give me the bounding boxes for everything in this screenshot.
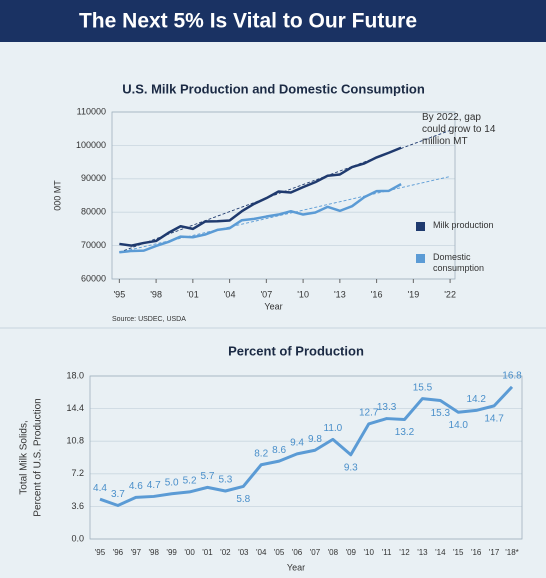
x-tick-label: '10 bbox=[363, 548, 374, 557]
x-tick-label: '96 bbox=[113, 548, 124, 557]
x-tick-label: '97 bbox=[131, 548, 142, 557]
x-tick-label: '10 bbox=[297, 289, 309, 299]
data-label: 9.3 bbox=[344, 462, 358, 473]
y-tick-label: 80000 bbox=[81, 207, 106, 217]
header-title: The Next 5% Is Vital to Our Future bbox=[79, 10, 417, 33]
x-tick-label: '98 bbox=[149, 548, 160, 557]
y-tick-label: 60000 bbox=[81, 273, 106, 283]
y-tick-label: 3.6 bbox=[71, 501, 84, 511]
x-tick-label: '95 bbox=[95, 548, 106, 557]
x-tick-label: '06 bbox=[292, 548, 303, 557]
y-axis-label: Total Milk Solids, bbox=[19, 420, 30, 494]
plot-frame bbox=[89, 375, 523, 540]
annotation: By 2022, gap could grow to 14 million MT bbox=[422, 112, 496, 147]
x-tick-label: '02 bbox=[220, 548, 231, 557]
x-tick-label: '08 bbox=[328, 548, 339, 557]
legend-swatch bbox=[416, 254, 425, 263]
data-label: 16.8 bbox=[502, 371, 522, 382]
source: Source: USDEC, USDA bbox=[112, 316, 186, 323]
x-tick-label: '04 bbox=[256, 548, 267, 557]
y-tick-label: 90000 bbox=[81, 173, 106, 183]
legend-label: Milk production bbox=[433, 220, 494, 230]
x-axis-label: Year bbox=[264, 301, 282, 311]
series-line bbox=[99, 385, 514, 507]
data-label: 15.5 bbox=[413, 382, 433, 393]
x-tick-label: '18* bbox=[505, 548, 519, 557]
x-tick-label: '04 bbox=[224, 289, 236, 299]
x-tick-label: '17 bbox=[489, 548, 500, 557]
data-label: 5.7 bbox=[201, 471, 215, 482]
y-axis-label: 000 MT bbox=[52, 180, 62, 211]
y-tick-label: 70000 bbox=[81, 240, 106, 250]
x-tick-label: '22 bbox=[444, 289, 456, 299]
y-tick-label: 14.4 bbox=[66, 403, 84, 413]
data-label: 4.6 bbox=[129, 481, 143, 492]
data-label: 3.7 bbox=[111, 489, 125, 500]
data-label: 14.7 bbox=[484, 414, 504, 425]
x-tick-label: '00 bbox=[184, 548, 195, 557]
series-line bbox=[119, 183, 402, 254]
y-tick-label: 7.2 bbox=[71, 468, 84, 478]
x-axis-label: Year bbox=[287, 562, 305, 572]
x-tick-label: '95 bbox=[113, 289, 125, 299]
data-label: 11.0 bbox=[324, 423, 343, 434]
x-tick-label: '01 bbox=[202, 548, 213, 557]
data-label: 14.2 bbox=[466, 394, 486, 405]
x-tick-label: '03 bbox=[238, 548, 249, 557]
legend-label-box: Milk production bbox=[433, 220, 494, 230]
y-tick-label: 100000 bbox=[76, 140, 106, 150]
data-label: 4.7 bbox=[147, 480, 161, 491]
legend-swatch bbox=[416, 222, 425, 231]
y-tick-label: 18.0 bbox=[66, 370, 84, 380]
header-bar bbox=[0, 0, 546, 42]
x-tick-label: '16 bbox=[371, 289, 383, 299]
x-tick-label: '11 bbox=[382, 548, 392, 557]
annotation-box: By 2022, gap could grow to 14 million MT bbox=[422, 112, 496, 147]
x-tick-label: '12 bbox=[399, 548, 410, 557]
data-label: 8.6 bbox=[272, 445, 286, 456]
plot-frame bbox=[111, 111, 456, 280]
y-tick-label: 0.0 bbox=[71, 533, 84, 543]
x-tick-label: '09 bbox=[346, 548, 357, 557]
data-label: 13.3 bbox=[377, 402, 397, 413]
x-tick-label: '01 bbox=[187, 289, 199, 299]
data-label: 12.7 bbox=[359, 408, 379, 419]
y-tick-label: 110000 bbox=[77, 106, 106, 116]
data-label: 5.3 bbox=[218, 475, 232, 486]
y-axis-label: Percent of U.S. Production bbox=[33, 398, 44, 516]
data-label: 4.4 bbox=[93, 483, 107, 494]
x-tick-label: '15 bbox=[453, 548, 464, 557]
data-label: 14.0 bbox=[449, 420, 469, 431]
data-label: 5.2 bbox=[183, 476, 197, 487]
x-tick-label: '99 bbox=[166, 548, 177, 557]
data-label: 9.8 bbox=[308, 434, 322, 445]
data-label: 5.8 bbox=[236, 494, 250, 505]
series-line bbox=[119, 146, 402, 247]
data-label: 13.2 bbox=[395, 427, 415, 438]
x-tick-label: '13 bbox=[334, 289, 346, 299]
data-label: 15.3 bbox=[431, 408, 451, 419]
x-tick-label: '16 bbox=[471, 548, 482, 557]
y-tick-label: 10.8 bbox=[66, 436, 84, 446]
legend-label: Domestic consumption bbox=[433, 252, 485, 273]
x-tick-label: '14 bbox=[435, 548, 446, 557]
data-label: 5.0 bbox=[165, 477, 179, 488]
x-tick-label: '19 bbox=[407, 289, 419, 299]
x-tick-label: '07 bbox=[260, 289, 272, 299]
chart-title: U.S. Milk Production and Domestic Consum… bbox=[122, 81, 425, 96]
data-label: 8.2 bbox=[254, 448, 268, 459]
data-label: 9.4 bbox=[290, 438, 304, 449]
x-tick-label: '13 bbox=[417, 548, 428, 557]
x-tick-label: '98 bbox=[150, 289, 162, 299]
chart-title: Percent of Production bbox=[228, 343, 364, 358]
x-tick-label: '05 bbox=[274, 548, 285, 557]
legend-label-box: Domestic consumption bbox=[433, 252, 485, 273]
x-tick-label: '07 bbox=[310, 548, 321, 557]
